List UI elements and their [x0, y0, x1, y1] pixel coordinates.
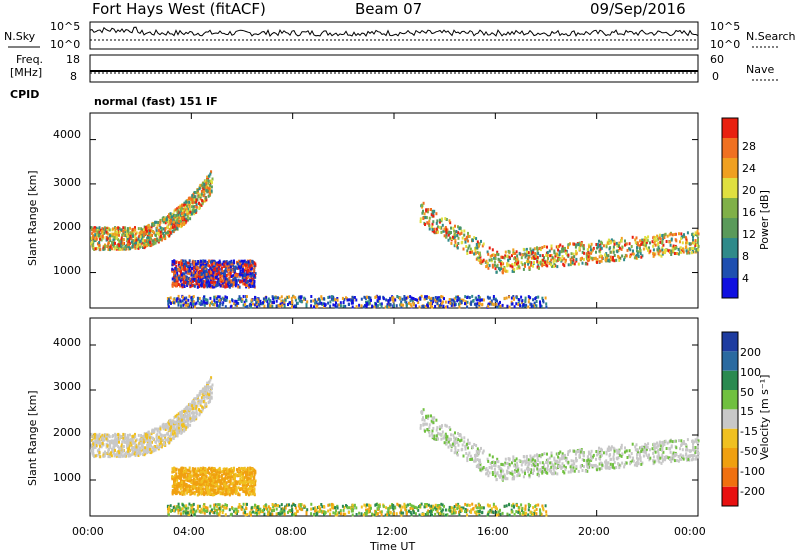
xtick-5: 20:00 — [578, 525, 610, 538]
power-colorbar-segment — [722, 178, 738, 198]
velocity-colorbar-segment — [722, 332, 738, 352]
power-ytick-3000: 3000 — [53, 176, 81, 189]
vel-cb-tick-m100: -100 — [740, 465, 765, 478]
velocity-colorbar-segment — [722, 428, 738, 448]
freq-label: Freq. — [16, 53, 44, 66]
nsearch-label: N.Search — [746, 30, 796, 43]
velocity-ytick-2000: 2000 — [53, 426, 81, 439]
velocity-ylabel: Slant Range [km] — [26, 390, 39, 486]
velocity-afternoon-band — [419, 408, 700, 482]
nsky-label: N.Sky — [4, 30, 36, 43]
velocity-colorbar-segment — [722, 486, 738, 506]
nsearch-tick-top: 10^5 — [710, 20, 741, 33]
cpid-value: normal (fast) 151 IF — [94, 95, 218, 108]
beam-label: Beam 07 — [355, 0, 423, 18]
power-colorbar-segment — [722, 198, 738, 218]
velocity-colorbar-segment — [722, 409, 738, 429]
power-colorbar-segment — [722, 258, 738, 278]
velocity-ground-band — [166, 502, 548, 517]
power-cb-tick-16: 16 — [742, 206, 756, 219]
vel-cb-label: Velocity [m s⁻¹] — [758, 374, 771, 460]
power-colorbar-segment — [722, 158, 738, 178]
xtick-3: 12:00 — [376, 525, 408, 538]
power-ylabel: Slant Range [km] — [26, 170, 39, 266]
power-ytick-1000: 1000 — [53, 264, 81, 277]
xtick-6: 00:00 — [674, 525, 706, 538]
velocity-colorbar-frame — [721, 331, 739, 507]
nsky-tick-bottom: 10^0 — [50, 38, 81, 51]
power-colorbar-segment — [722, 118, 738, 138]
power-cb-tick-4: 4 — [742, 272, 749, 285]
freq-strip-frame — [89, 54, 699, 83]
power-colorbar-segment — [722, 138, 738, 158]
power-colorbar-segment — [722, 238, 738, 258]
freq-tick-top: 18 — [66, 53, 80, 66]
freq-unit-label: [MHz] — [10, 66, 43, 79]
power-cb-tick-28: 28 — [742, 140, 756, 153]
velocity-ytick-4000: 4000 — [53, 336, 81, 349]
velocity-colorbar-segment — [722, 448, 738, 468]
vel-cb-tick-m15: -15 — [740, 425, 758, 438]
vel-cb-tick-200: 200 — [740, 346, 761, 359]
velocity-colorbar-segment — [722, 390, 738, 410]
power-afternoon-band — [419, 201, 700, 275]
nsearch-tick-bottom: 10^0 — [710, 38, 741, 51]
date-label: 09/Sep/2016 — [590, 0, 686, 18]
nsky-trace — [89, 26, 699, 37]
power-cb-tick-12: 12 — [742, 228, 756, 241]
velocity-colorbar-segment — [722, 370, 738, 390]
station-title: Fort Hays West (fitACF) — [92, 0, 266, 18]
velocity-ytick-1000: 1000 — [53, 471, 81, 484]
x-axis-label: Time UT — [370, 540, 416, 553]
vel-cb-tick-m200: -200 — [740, 485, 765, 498]
vel-cb-tick-15: 15 — [740, 405, 754, 418]
nsky-tick-top: 10^5 — [50, 20, 81, 33]
power-ytick-2000: 2000 — [53, 220, 81, 233]
xtick-1: 04:00 — [173, 525, 205, 538]
vel-cb-tick-50: 50 — [740, 386, 754, 399]
power-cb-tick-20: 20 — [742, 184, 756, 197]
power-near-patch — [171, 259, 257, 289]
cpid-label: CPID — [10, 88, 40, 101]
freq-tick-bottom: 8 — [70, 70, 77, 83]
nave-label: Nave — [746, 63, 775, 76]
power-cb-label: Power [dB] — [758, 190, 771, 250]
power-cb-tick-8: 8 — [742, 250, 749, 263]
velocity-morning-band — [90, 376, 214, 459]
power-cb-tick-24: 24 — [742, 162, 756, 175]
vel-cb-tick-m50: -50 — [740, 445, 758, 458]
power-ytick-4000: 4000 — [53, 128, 81, 141]
xtick-4: 16:00 — [477, 525, 509, 538]
power-ground-band — [166, 294, 548, 309]
velocity-colorbar-segment — [722, 467, 738, 487]
velocity-colorbar-segment — [722, 351, 738, 371]
vel-cb-tick-100: 100 — [740, 366, 761, 379]
velocity-ytick-3000: 3000 — [53, 380, 81, 393]
power-colorbar-segment — [722, 218, 738, 238]
nave-tick-bottom: 0 — [712, 70, 719, 83]
xtick-0: 00:00 — [72, 525, 104, 538]
velocity-near-patch — [171, 466, 257, 497]
xtick-2: 08:00 — [275, 525, 307, 538]
power-morning-band — [90, 170, 214, 252]
power-colorbar-segment — [722, 278, 738, 298]
nave-tick-top: 60 — [710, 53, 724, 66]
power-colorbar-frame — [721, 117, 739, 299]
